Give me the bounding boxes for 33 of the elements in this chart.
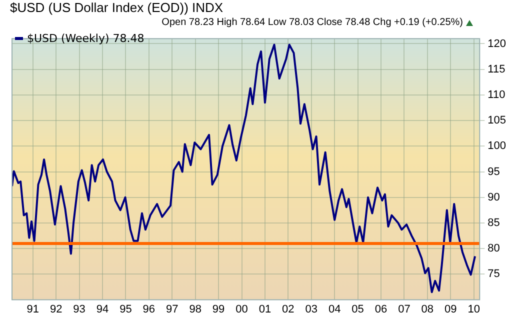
x-tick-label: 06 xyxy=(374,303,388,316)
y-tick-label: 120 xyxy=(488,38,506,50)
x-tick-label: 99 xyxy=(212,303,225,316)
x-tick-label: 93 xyxy=(73,303,86,316)
x-tick-label: 91 xyxy=(26,303,40,316)
x-tick-label: 03 xyxy=(305,303,318,316)
x-tick-label: 04 xyxy=(328,303,341,316)
y-tick-label: 85 xyxy=(488,217,500,230)
x-tick-label: 94 xyxy=(96,303,109,316)
x-tick-label: 10 xyxy=(468,303,480,316)
x-tick-label: 01 xyxy=(258,303,272,316)
x-tick-label: 97 xyxy=(166,303,178,316)
y-tick-label: 105 xyxy=(488,114,506,127)
x-tick-label: 05 xyxy=(352,303,364,316)
chart-title: $USD (US Dollar Index (EOD)) INDX xyxy=(10,0,224,15)
legend-label: $USD (Weekly) 78.48 xyxy=(27,32,144,45)
x-tick-label: 00 xyxy=(236,303,248,316)
y-tick-label: 75 xyxy=(488,268,500,280)
y-tick-label: 90 xyxy=(488,191,500,204)
y-tick-label: 110 xyxy=(488,88,506,101)
x-tick-label: 92 xyxy=(50,303,62,316)
y-tick-label: 80 xyxy=(488,242,500,255)
x-tick-label: 95 xyxy=(120,303,132,316)
x-tick-label: 07 xyxy=(398,303,410,316)
chart-subtitle: Open 78.23 High 78.64 Low 78.03 Close 78.48 Chg +0.19 (+0.25%) xyxy=(162,17,463,28)
x-tick-label: 02 xyxy=(282,303,294,316)
y-tick-label: 95 xyxy=(488,166,500,178)
x-tick-label: 98 xyxy=(189,303,202,316)
y-tick-label: 115 xyxy=(488,63,506,76)
x-tick-label: 09 xyxy=(444,303,457,316)
x-tick-label: 08 xyxy=(421,303,434,316)
x-tick-label: 96 xyxy=(142,303,156,316)
y-tick-label: 100 xyxy=(488,140,506,152)
